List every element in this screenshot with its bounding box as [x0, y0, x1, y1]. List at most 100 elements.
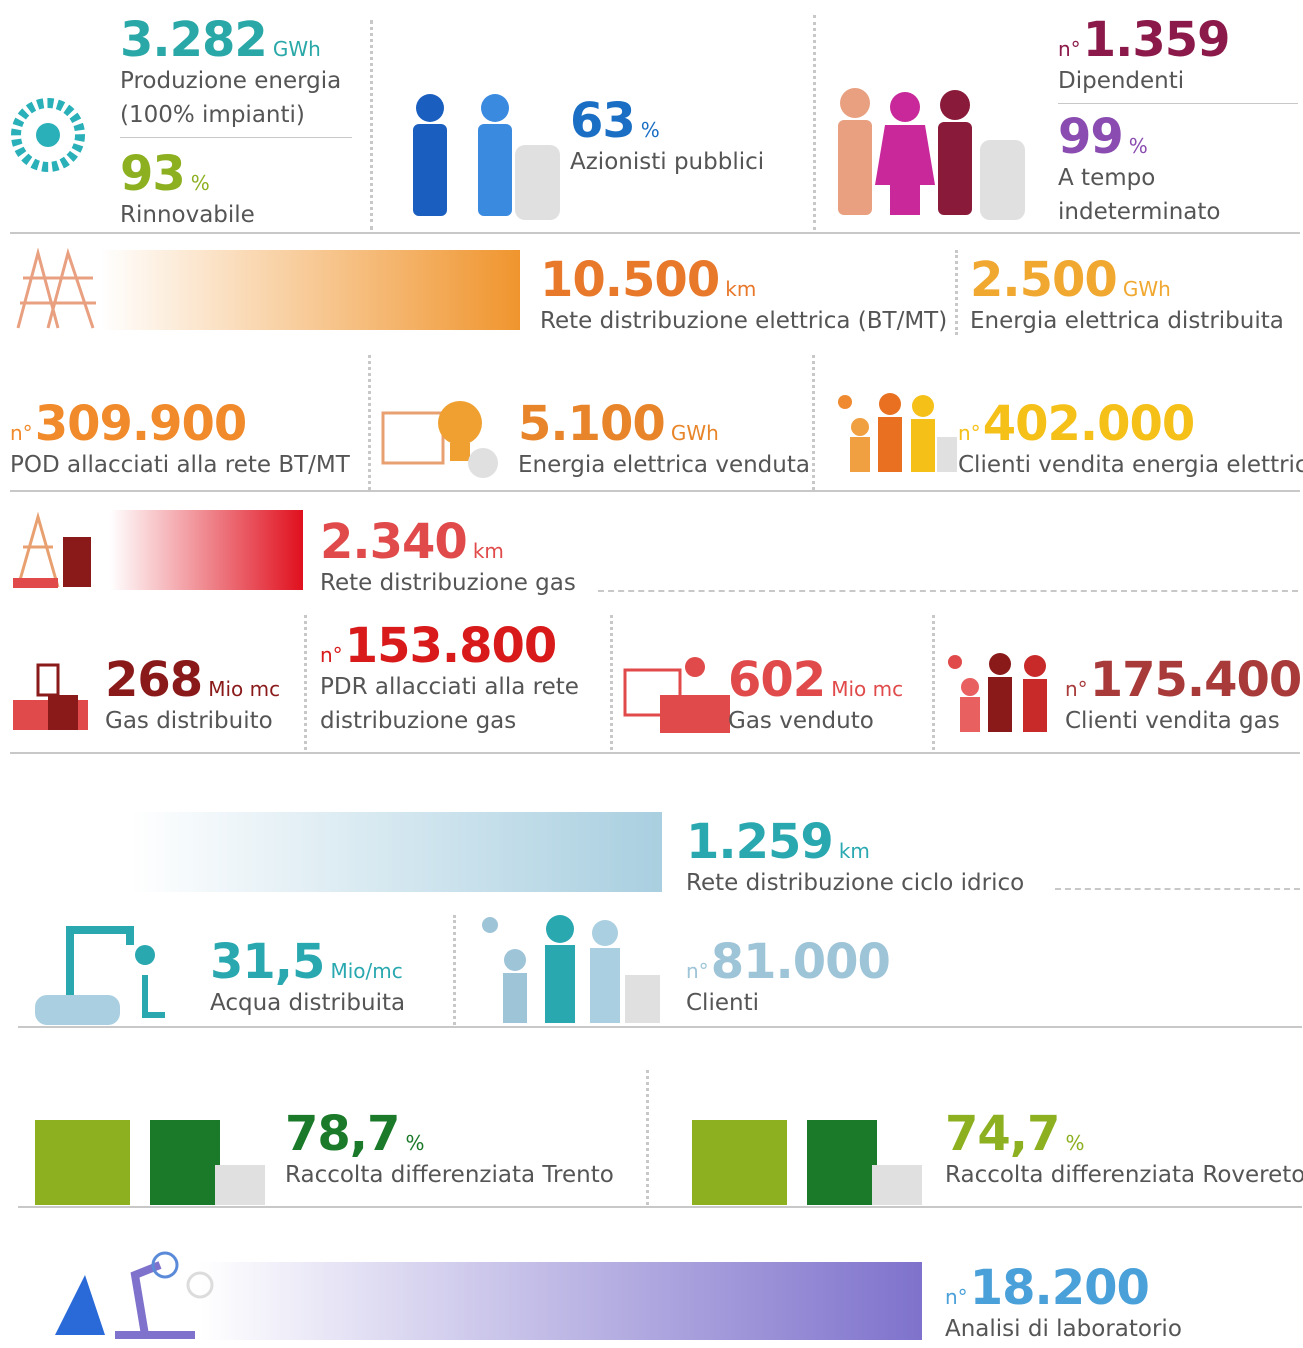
stat: 78,7% Raccolta differenziata Trento [285, 1110, 614, 1192]
prefix: n° [945, 1285, 968, 1309]
stat: n°175.400 Clienti vendita gas [1065, 656, 1302, 738]
stat-label: Clienti vendita gas [1065, 708, 1280, 734]
stat-number: 2.340 km [320, 518, 576, 566]
stat: 5.100 GWh Energia elettrica venduta [518, 400, 810, 482]
gradient-bar [200, 1262, 922, 1340]
stat: n°81.000 Clienti [686, 938, 891, 1020]
stat-label: (100% impianti) [120, 102, 305, 128]
stat-label: Rete distribuzione gas [320, 570, 576, 596]
stat-number: 3.282 GWh [120, 16, 341, 64]
bins-icon [692, 1120, 922, 1205]
stat: 2.340 km Rete distribuzione gas [320, 518, 576, 600]
unit: Mio mc [208, 677, 281, 701]
divider [1058, 103, 1298, 104]
unit: % [405, 1131, 425, 1155]
stat-value: 10.500 [540, 252, 720, 308]
stat: 74,7% Raccolta differenziata Rovereto [945, 1110, 1303, 1192]
bill-desk-icon [623, 657, 730, 733]
stat-number: 78,7% [285, 1110, 614, 1158]
stat-value: 268 [105, 652, 203, 708]
water-customers-icon [482, 915, 660, 1023]
stat-number: n°153.800 [320, 622, 579, 670]
separator [610, 615, 613, 750]
stat-number: 74,7% [945, 1110, 1303, 1158]
dashed-line [598, 590, 1298, 592]
stat-value: 602 [728, 652, 826, 708]
stat-number: 2.500 GWh [970, 256, 1284, 304]
unit: % [1128, 134, 1148, 158]
stat-number: 5.100 GWh [518, 400, 810, 448]
stat-label: Energia elettrica venduta [518, 452, 810, 478]
stat-number: n°175.400 [1065, 656, 1302, 704]
stat-value: 1.259 [686, 814, 834, 870]
prefix: n° [1058, 37, 1081, 61]
stat-label: Dipendenti [1058, 68, 1185, 94]
stat: n°153.800 PDR allacciati alla rete distrib… [320, 622, 579, 738]
stat-value: 63 [570, 93, 636, 149]
stat-label: PDR allacciati alla rete [320, 674, 579, 700]
unit: % [1065, 1131, 1085, 1155]
stat-value: 175.400 [1089, 652, 1303, 708]
stat-value: 2.340 [320, 514, 468, 570]
divider [10, 490, 1300, 492]
stat-value: 74,7 [945, 1106, 1060, 1162]
divider [18, 1206, 1302, 1208]
divider [10, 752, 1300, 754]
stat-number: 99% [1058, 113, 1221, 161]
unit: GWh [272, 37, 321, 61]
unit: km [838, 839, 870, 863]
water-icon [35, 926, 165, 1025]
gradient-bar [100, 250, 520, 330]
stat-number: 31,5 Mio/mc [210, 938, 405, 986]
stat: 63% Azionisti pubblici [570, 97, 764, 179]
stat: 602 Mio mc Gas venduto [728, 656, 903, 738]
stat: 268 Mio mc Gas distribuito [105, 656, 280, 738]
stat-number: 93% [120, 150, 255, 198]
unit: GWh [670, 421, 719, 445]
stat-value: 5.100 [518, 396, 666, 452]
stat: 10.500 km Rete distribuzione elettrica (BT… [540, 256, 947, 338]
prefix: n° [320, 643, 343, 667]
customers-icon [838, 393, 957, 472]
stat-label: Clienti vendita energia elettrica [958, 452, 1303, 478]
stat: 2.500 GWh Energia elettrica distribuita [970, 256, 1284, 338]
stat-number: 602 Mio mc [728, 656, 903, 704]
stat-label: Gas venduto [728, 708, 874, 734]
separator [368, 355, 371, 490]
stat-label: Acqua distribuita [210, 990, 406, 1016]
unit: km [725, 277, 757, 301]
separator [813, 15, 816, 230]
turbine-icon [11, 98, 85, 172]
stat-number: n°81.000 [686, 938, 891, 986]
separator [646, 1070, 649, 1205]
unit: GWh [1122, 277, 1171, 301]
dashed-line [1055, 888, 1300, 890]
shareholders-icon [413, 94, 560, 220]
stat-value: 31,5 [210, 934, 325, 990]
separator [955, 250, 958, 335]
stat-label: Rete distribuzione elettrica (BT/MT) [540, 308, 948, 334]
stat: n°402.000 Clienti vendita energia elettri… [958, 400, 1303, 482]
stat-value: 1.359 [1082, 12, 1231, 68]
stat-value: 3.282 [120, 12, 268, 68]
stat-number: 10.500 km [540, 256, 947, 304]
stat-number: 1.259 km [686, 818, 1024, 866]
employees-icon [838, 88, 1025, 220]
stat: 99% A tempo indeterminato [1058, 113, 1221, 229]
unit: % [640, 118, 660, 142]
stat-value: 18.200 [969, 1260, 1150, 1316]
divider [120, 137, 352, 138]
prefix: n° [958, 421, 981, 445]
gas-plant-icon [13, 512, 91, 588]
stat: n°1.359 Dipendenti [1058, 16, 1231, 98]
stat-value: 309.900 [34, 396, 248, 452]
stat-label: Produzione energia [120, 68, 342, 94]
stat-value: 99 [1058, 109, 1124, 165]
gas-meter-icon [13, 663, 88, 730]
stat-label: Clienti [686, 990, 759, 1016]
divider [10, 232, 1300, 234]
separator [370, 20, 373, 230]
stat-value: 93 [120, 146, 186, 202]
stat-label: Analisi di laboratorio [945, 1316, 1182, 1342]
stat: n°18.200 Analisi di laboratorio [945, 1264, 1182, 1346]
